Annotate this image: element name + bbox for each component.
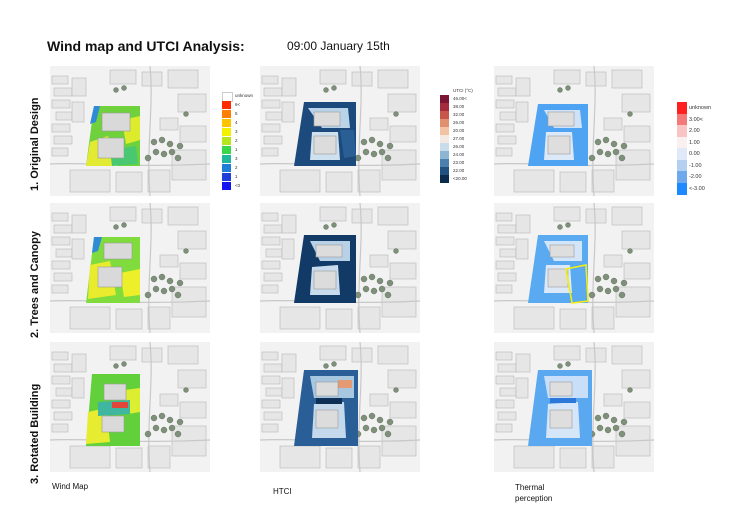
legend-label: 2: [235, 138, 238, 143]
legend-label: 20.00: [453, 128, 465, 133]
legend-label: 3: [235, 129, 238, 134]
legend-label: 6<: [235, 102, 241, 107]
htci-heatmap: [294, 370, 358, 446]
legend-label: 1.00: [689, 139, 700, 146]
column-label-thermal-perception: Thermal perception: [515, 483, 553, 503]
legend-swatch: [222, 137, 231, 145]
wind-heatmap: [86, 374, 140, 446]
panel-wind-rotated: [50, 342, 210, 472]
legend-label: -2.00: [689, 174, 702, 180]
thermal-legend: unknown 3.00< 2.00 1.00 0.00 -1.00 -2.00 <-3.00: [677, 102, 727, 202]
legend-label: <20.00: [453, 176, 467, 181]
legend-label: 4: [235, 120, 238, 125]
panel-htci-trees: [260, 203, 420, 333]
legend-label: 26.00: [453, 120, 465, 125]
column-label-htci: HTCI: [273, 487, 292, 496]
legend-swatch: [440, 175, 449, 183]
building-blocks: [101, 383, 127, 433]
legend-swatch: [440, 135, 449, 143]
utci-legend: UTCI (°C) 46.00< 38.00 32.00 26.00 20.00 27.0…: [440, 87, 480, 187]
legend-label: UTCI (°C): [453, 88, 473, 93]
legend-swatch: [677, 136, 687, 149]
legend-label: 1: [235, 174, 238, 179]
legend-swatch: [222, 110, 231, 118]
building-blocks: [97, 112, 131, 159]
legend-swatch: [440, 103, 449, 111]
building-blocks: [315, 381, 339, 429]
htci-heatmap: [294, 102, 356, 166]
legend-swatch: [677, 171, 687, 183]
page-subtitle: 09:00 January 15th: [287, 39, 390, 53]
legend-label: 32.00: [453, 112, 465, 117]
panel-thermal-rotated: [494, 342, 654, 472]
legend-label: -1.00: [689, 162, 702, 169]
page-title: Wind map and UTCI Analysis:: [47, 38, 245, 54]
legend-swatch: [222, 155, 231, 163]
legend-label: 3.00<: [689, 116, 703, 123]
legend-label: 5: [235, 111, 238, 116]
building-blocks: [549, 381, 573, 429]
panel-htci-rotated: [260, 342, 420, 472]
wind-legend: unknown 6< 5 4 3 2 1 3 2 1 <0: [222, 92, 262, 192]
panel-thermal-trees: [494, 203, 654, 333]
building-blocks: [313, 111, 341, 155]
legend-label: 26.00: [453, 144, 465, 149]
legend-label: <-3.00: [689, 185, 705, 192]
legend-swatch: [222, 182, 231, 190]
thermal-heatmap: [528, 370, 592, 446]
legend-label: 2.00: [689, 128, 700, 134]
legend-label: 22.00: [453, 168, 465, 173]
legend-swatch: [440, 127, 449, 135]
row-label-original-design: 1. Original Design: [29, 97, 41, 191]
legend-swatch: [677, 125, 687, 137]
legend-swatch: [222, 164, 231, 172]
legend-swatch: [677, 148, 687, 160]
legend-swatch: [677, 113, 687, 126]
legend-swatch: [440, 111, 449, 119]
panel-thermal-original: [494, 66, 654, 196]
legend-swatch: [677, 102, 687, 114]
legend-swatch: [222, 146, 231, 154]
legend-swatch: [440, 119, 449, 127]
legend-swatch: [222, 173, 231, 181]
building-blocks: [547, 111, 575, 155]
canopy-highlight-outline: [565, 264, 589, 304]
legend-swatch: [440, 159, 449, 167]
legend-swatch: [222, 128, 231, 136]
panel-wind-original: [50, 66, 210, 196]
building-blocks: [313, 244, 343, 290]
legend-label: 24.00: [453, 152, 465, 157]
legend-label: 46.00<: [453, 96, 467, 101]
panel-htci-original: [260, 66, 420, 196]
legend-swatch: [222, 101, 231, 109]
legend-swatch: [440, 167, 449, 175]
building-blocks: [547, 244, 575, 288]
row-label-trees-and-canopy: 2. Trees and Canopy: [29, 231, 41, 338]
panel-wind-trees: [50, 203, 210, 333]
legend-swatch: [440, 143, 449, 151]
legend-swatch: [677, 159, 687, 172]
legend-label: 2: [235, 165, 238, 170]
legend-label: <0: [235, 183, 241, 188]
legend-label: 23.00: [453, 160, 465, 165]
legend-label: 0.00: [689, 151, 700, 157]
row-label-rotated-building: 3. Rotated Building: [29, 383, 41, 484]
legend-label: unknown: [689, 105, 712, 111]
legend-swatch: [440, 95, 449, 103]
legend-label: 1: [235, 147, 238, 152]
building-blocks: [97, 242, 133, 288]
legend-swatch: [677, 182, 687, 195]
legend-label: 3: [235, 156, 238, 161]
legend-label: 38.00: [453, 104, 465, 109]
legend-label: 27.00: [453, 136, 465, 141]
legend-swatch: [440, 87, 449, 95]
legend-swatch: [222, 119, 231, 127]
legend-swatch: [440, 151, 449, 159]
legend-label: unknown: [235, 93, 254, 98]
column-label-wind-map: Wind Map: [52, 482, 89, 491]
